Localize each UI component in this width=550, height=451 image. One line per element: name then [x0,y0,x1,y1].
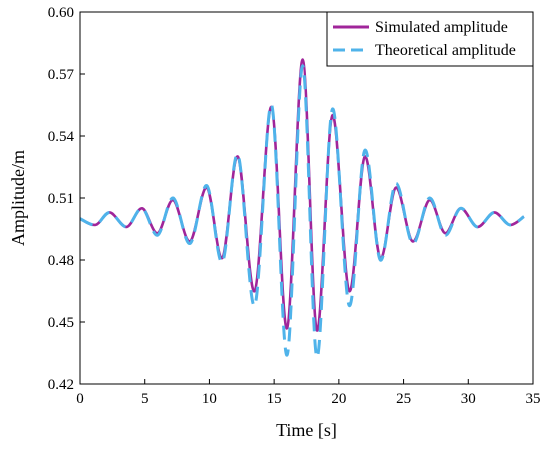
legend-label-theoretical: Theoretical amplitude [375,42,516,59]
ticks-layer: 0 5 10 15 20 25 30 35 0.42 0.45 0.48 0.51 0.54 0.57 0.… [48,5,541,407]
x-tick-label: 30 [461,391,476,407]
y-tick-label: 0.57 [48,67,75,83]
y-tick-label: 0.42 [48,377,74,393]
x-tick-label: 20 [331,391,346,407]
x-tick-label: 25 [396,391,411,407]
x-tick-label: 15 [267,391,282,407]
series-line-theoretical [79,64,525,359]
legend-label-simulated: Simulated amplitude [375,19,508,36]
plot-frame [79,11,534,385]
x-tick-label: 10 [202,391,217,407]
y-tick-label: 0.45 [48,315,74,331]
y-tick-label: 0.54 [48,129,75,145]
y-tick-label: 0.48 [48,253,74,269]
y-axis-title: Amplitude/m [8,150,28,246]
x-tick-label: 0 [76,391,84,407]
series-layer [79,58,525,359]
y-tick-label: 0.60 [48,5,74,21]
y-tick-label: 0.51 [48,191,74,207]
legend: Simulated amplitude Theoretical amplitud… [326,11,534,67]
series-line-simulated [79,58,525,332]
x-tick-label: 35 [526,391,541,407]
x-axis-title: Time [s] [276,420,337,440]
legend-box [326,11,534,67]
x-tick-label: 5 [141,391,149,407]
